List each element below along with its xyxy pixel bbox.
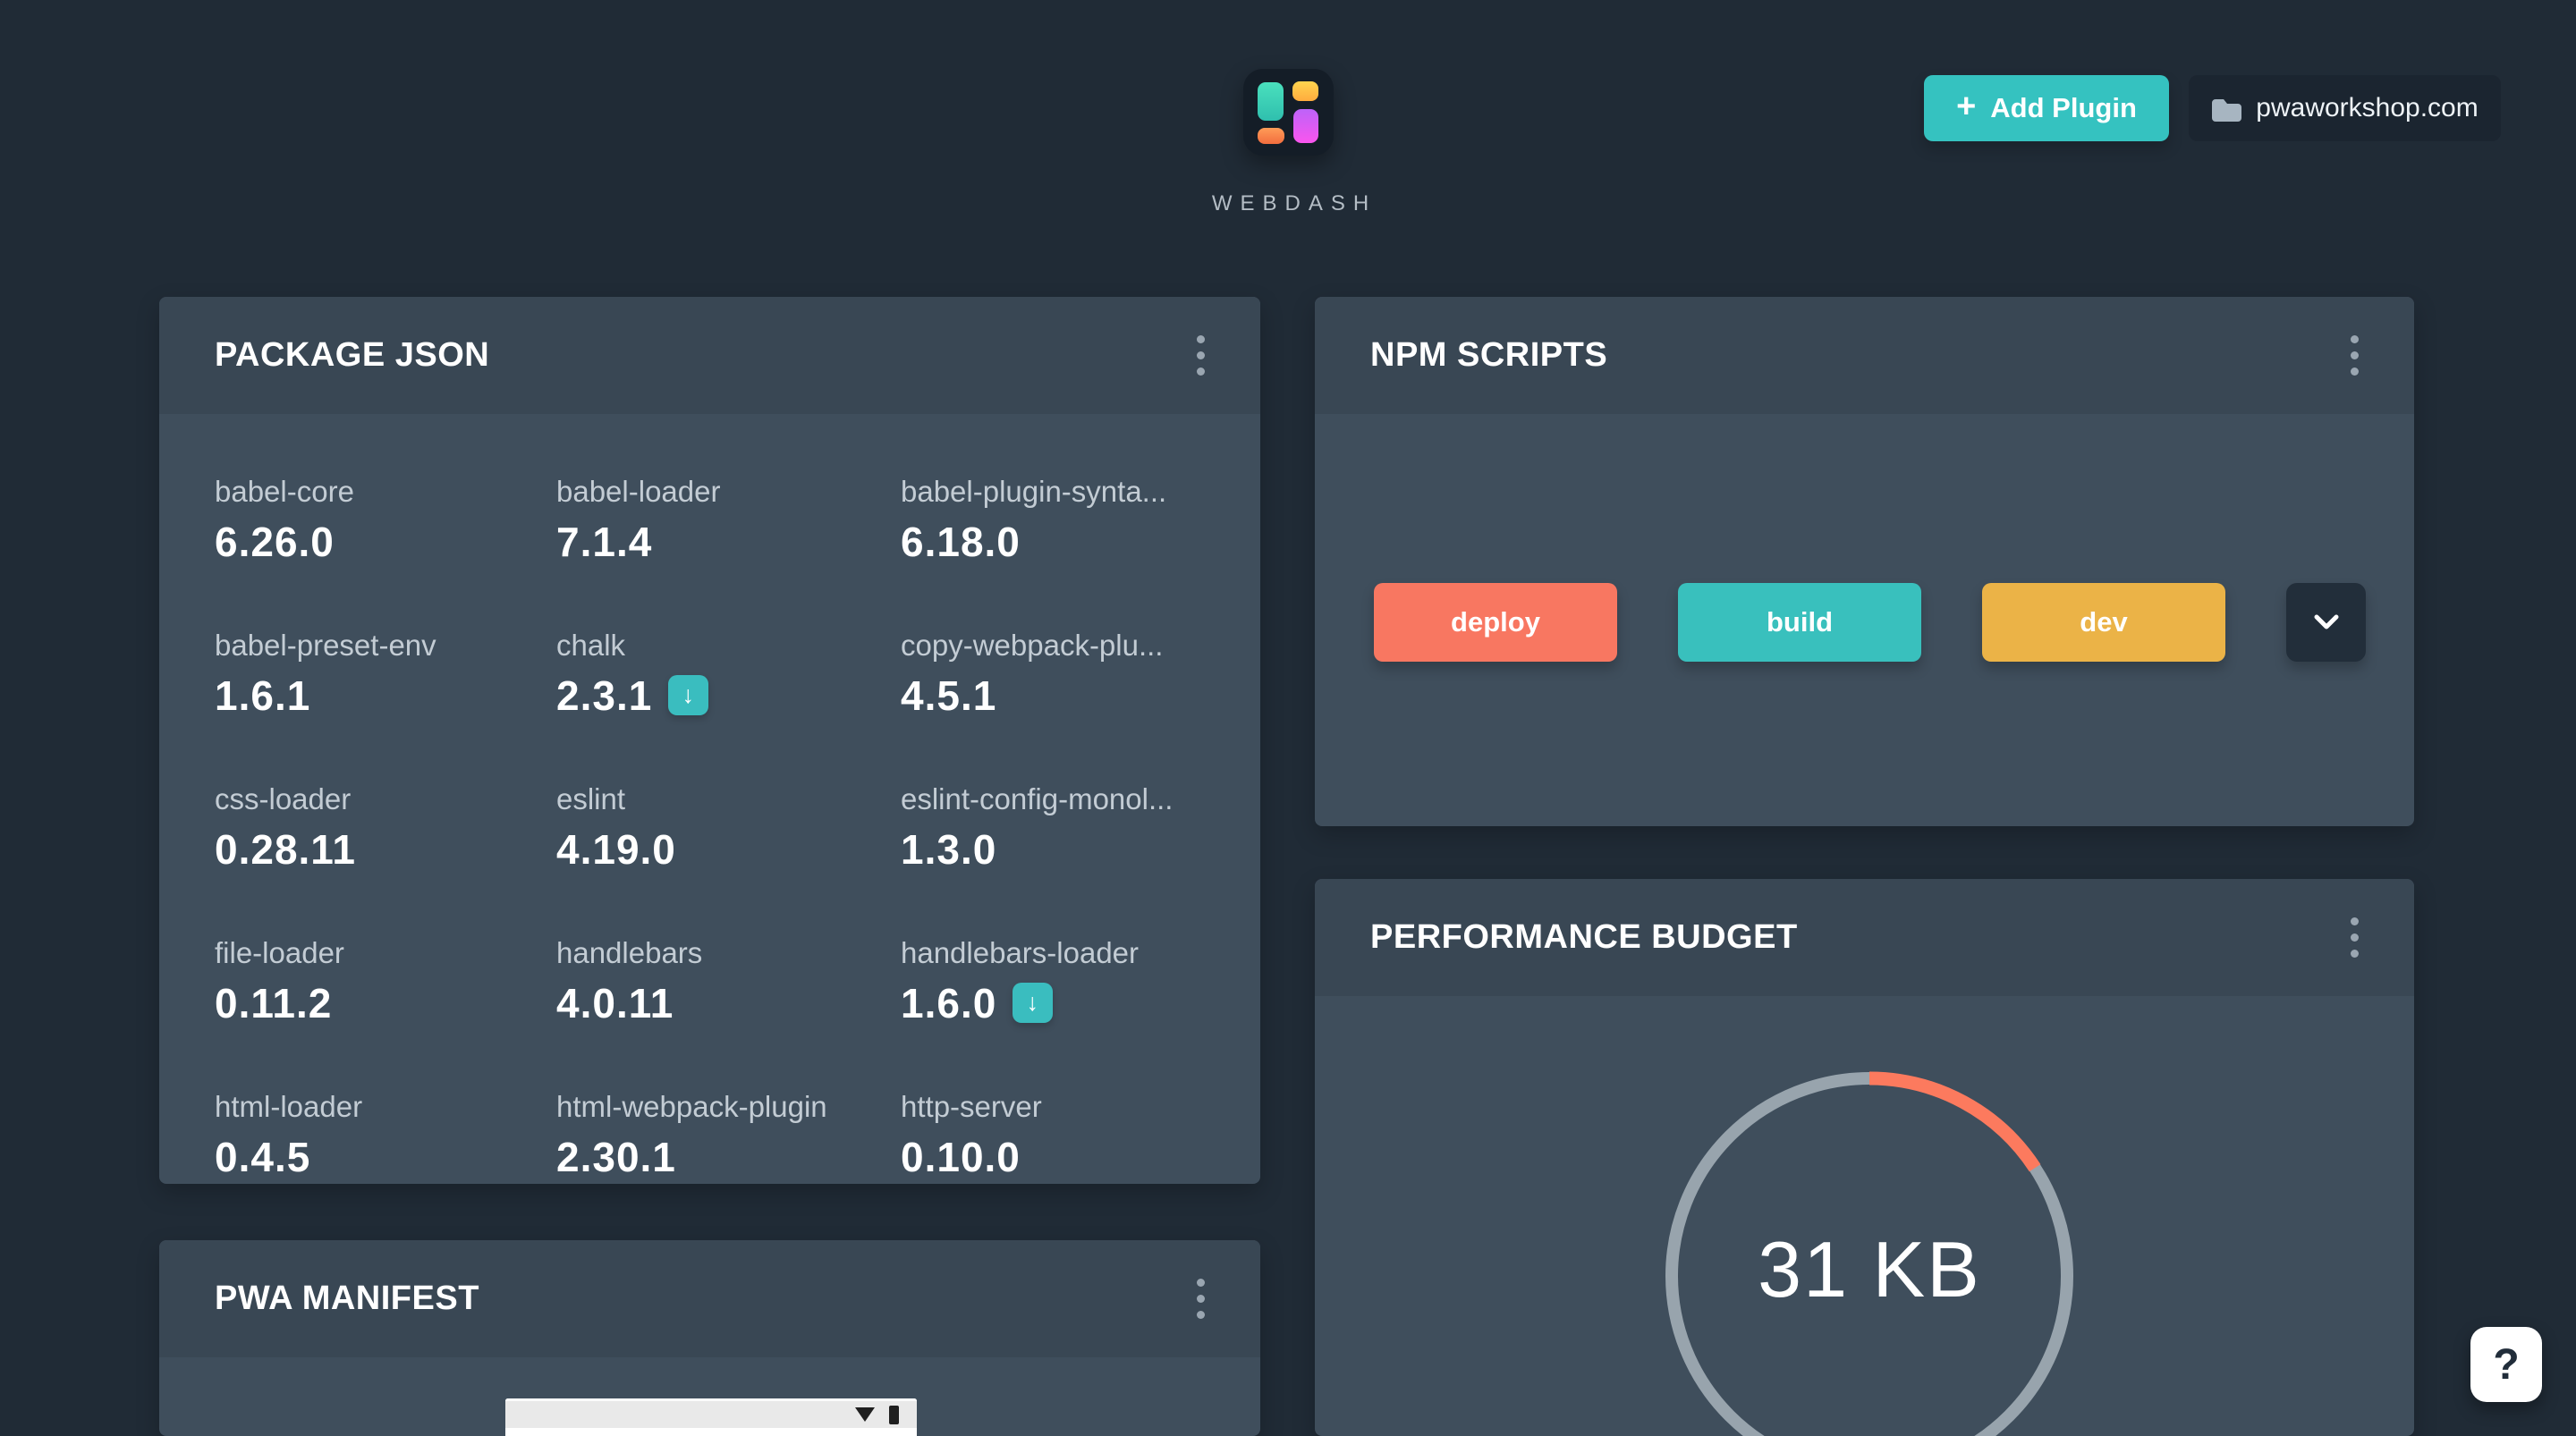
scripts-row: deploy build dev (1374, 583, 2366, 662)
package-item: file-loader 0.11.2 (215, 936, 556, 1035)
package-item: babel-preset-env 1.6.1 (215, 629, 556, 727)
performance-budget-card: PERFORMANCE BUDGET 31 KB (1315, 879, 2414, 1436)
package-name: css-loader (215, 782, 352, 815)
package-name: file-loader (215, 936, 344, 969)
package-item: babel-core 6.26.0 (215, 475, 556, 573)
budget-gauge (1659, 1060, 2080, 1436)
battery-icon (889, 1405, 899, 1424)
package-item: eslint 4.19.0 (556, 782, 901, 881)
package-name: babel-loader (556, 475, 721, 508)
logo-tile-orange (1258, 128, 1284, 144)
script-button-dev[interactable]: dev (1982, 583, 2225, 662)
webdash-logo (1243, 69, 1334, 156)
phone-mockup (505, 1398, 917, 1436)
package-name: html-loader (215, 1090, 363, 1123)
package-item: babel-loader 7.1.4 (556, 475, 901, 573)
performance-budget-header: PERFORMANCE BUDGET (1315, 879, 2414, 996)
update-available-badge[interactable]: ↓ (668, 675, 709, 716)
package-item: handlebars 4.0.11 (556, 936, 901, 1035)
package-item: eslint-config-monol... 1.3.0 (901, 782, 1234, 881)
package-item: chalk 2.3.1 ↓ (556, 629, 901, 727)
package-grid: babel-core 6.26.0 babel-loader 7.1.4 babel-p… (215, 475, 1234, 1184)
pwa-manifest-card: PWA MANIFEST (159, 1240, 1260, 1436)
card-title: PWA MANIFEST (215, 1280, 479, 1317)
help-button[interactable]: ? (2470, 1327, 2542, 1402)
package-name: babel-core (215, 475, 354, 508)
pwa-manifest-header: PWA MANIFEST (159, 1240, 1260, 1357)
package-item: babel-plugin-synta... 6.18.0 (901, 475, 1234, 573)
card-title: NPM SCRIPTS (1370, 336, 1608, 374)
kebab-menu-icon[interactable] (2342, 326, 2368, 384)
script-button-deploy[interactable]: deploy (1374, 583, 1617, 662)
kebab-menu-icon[interactable] (1188, 1270, 1214, 1328)
package-item: html-webpack-plugin 2.30.1 (556, 1090, 901, 1184)
package-version: 6.26.0 (215, 518, 335, 565)
package-version: 7.1.4 (556, 518, 653, 565)
domain-label: pwaworkshop.com (2256, 93, 2479, 122)
package-name: html-webpack-plugin (556, 1090, 827, 1123)
kebab-menu-icon[interactable] (2342, 908, 2368, 967)
package-json-header: PACKAGE JSON (159, 297, 1260, 414)
package-name: http-server (901, 1090, 1042, 1123)
package-item: http-server 0.10.0 (901, 1090, 1234, 1184)
package-name: eslint (556, 782, 626, 815)
logo-tile-yellow (1292, 81, 1318, 101)
brand-name: WEBDASH (1211, 191, 1377, 215)
package-version: 1.3.0 (901, 825, 997, 873)
plus-icon: + (1956, 88, 1977, 125)
package-version: 0.11.2 (215, 979, 333, 1026)
package-item: handlebars-loader 1.6.0 ↓ (901, 936, 1234, 1035)
budget-value: 31 KB (1758, 1225, 1981, 1314)
package-name: handlebars (556, 936, 703, 969)
phone-statusbar (505, 1398, 917, 1428)
update-available-badge[interactable]: ↓ (1013, 983, 1054, 1024)
wifi-icon (855, 1407, 875, 1422)
package-json-card: PACKAGE JSON babel-core 6.26.0 babel-loade… (159, 297, 1260, 1184)
card-title: PACKAGE JSON (215, 336, 490, 374)
add-plugin-button[interactable]: + Add Plugin (1924, 75, 2169, 141)
package-item: html-loader 0.4.5 (215, 1090, 556, 1184)
add-plugin-label: Add Plugin (1990, 92, 2137, 123)
package-version: 0.10.0 (901, 1133, 1021, 1180)
package-version: 0.4.5 (215, 1133, 311, 1180)
chevron-down-icon (2312, 613, 2341, 631)
package-version: 0.28.11 (215, 825, 356, 873)
gauge-arc (1868, 1071, 2041, 1172)
script-button-build[interactable]: build (1678, 583, 1921, 662)
package-version: 1.6.1 (215, 672, 311, 719)
package-name: babel-plugin-synta... (901, 475, 1167, 508)
more-scripts-button[interactable] (2286, 583, 2366, 662)
package-version: 2.3.1 ↓ (556, 672, 901, 720)
download-arrow-icon: ↓ (682, 681, 696, 709)
download-arrow-icon: ↓ (1026, 989, 1040, 1017)
npm-scripts-card: NPM SCRIPTS deploy build dev (1315, 297, 2414, 826)
package-version: 4.5.1 (901, 672, 997, 719)
kebab-menu-icon[interactable] (1188, 326, 1214, 384)
package-version: 2.30.1 (556, 1133, 676, 1180)
logo-tile-teal (1258, 82, 1284, 121)
package-item: copy-webpack-plu... 4.5.1 (901, 629, 1234, 727)
card-title: PERFORMANCE BUDGET (1370, 918, 1798, 956)
package-name: eslint-config-monol... (901, 782, 1174, 815)
package-version: 1.6.0 ↓ (901, 979, 1234, 1027)
package-version: 6.18.0 (901, 518, 1021, 565)
package-name: babel-preset-env (215, 629, 436, 662)
package-version: 4.0.11 (556, 979, 674, 1026)
folder-icon (2211, 96, 2242, 122)
logo-tile-purple (1293, 109, 1318, 143)
domain-button[interactable]: pwaworkshop.com (2189, 75, 2501, 141)
npm-scripts-header: NPM SCRIPTS (1315, 297, 2414, 414)
package-version: 4.19.0 (556, 825, 676, 873)
package-name: chalk (556, 629, 626, 662)
package-item: css-loader 0.28.11 (215, 782, 556, 881)
package-name: handlebars-loader (901, 936, 1140, 969)
package-name: copy-webpack-plu... (901, 629, 1164, 662)
